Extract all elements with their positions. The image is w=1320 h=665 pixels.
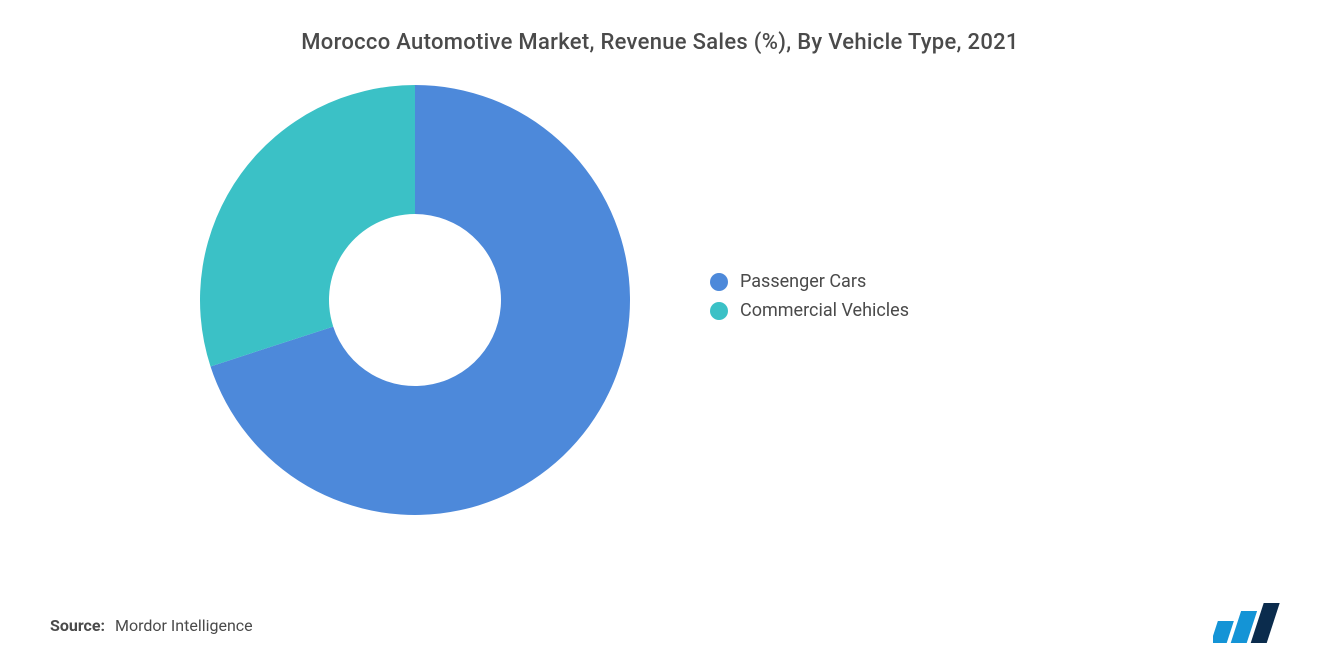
legend: Passenger Cars Commercial Vehicles — [710, 271, 909, 329]
logo-bar — [1251, 603, 1280, 643]
source-line: Source: Mordor Intelligence — [50, 616, 253, 635]
donut-chart — [200, 85, 630, 515]
source-value: Mordor Intelligence — [115, 616, 253, 635]
donut-slice — [200, 85, 415, 366]
legend-item: Commercial Vehicles — [710, 300, 909, 321]
legend-label: Commercial Vehicles — [740, 300, 909, 321]
logo-icon — [1213, 599, 1285, 643]
legend-label: Passenger Cars — [740, 271, 866, 292]
source-label: Source: — [50, 616, 105, 635]
logo-bar — [1213, 621, 1234, 643]
chart-title: Morocco Automotive Market, Revenue Sales… — [50, 30, 1270, 55]
donut-svg — [200, 85, 630, 515]
mordor-logo — [1213, 599, 1285, 643]
legend-swatch — [710, 273, 728, 291]
chart-area: Passenger Cars Commercial Vehicles — [50, 85, 1270, 515]
legend-swatch — [710, 302, 728, 320]
legend-item: Passenger Cars — [710, 271, 909, 292]
